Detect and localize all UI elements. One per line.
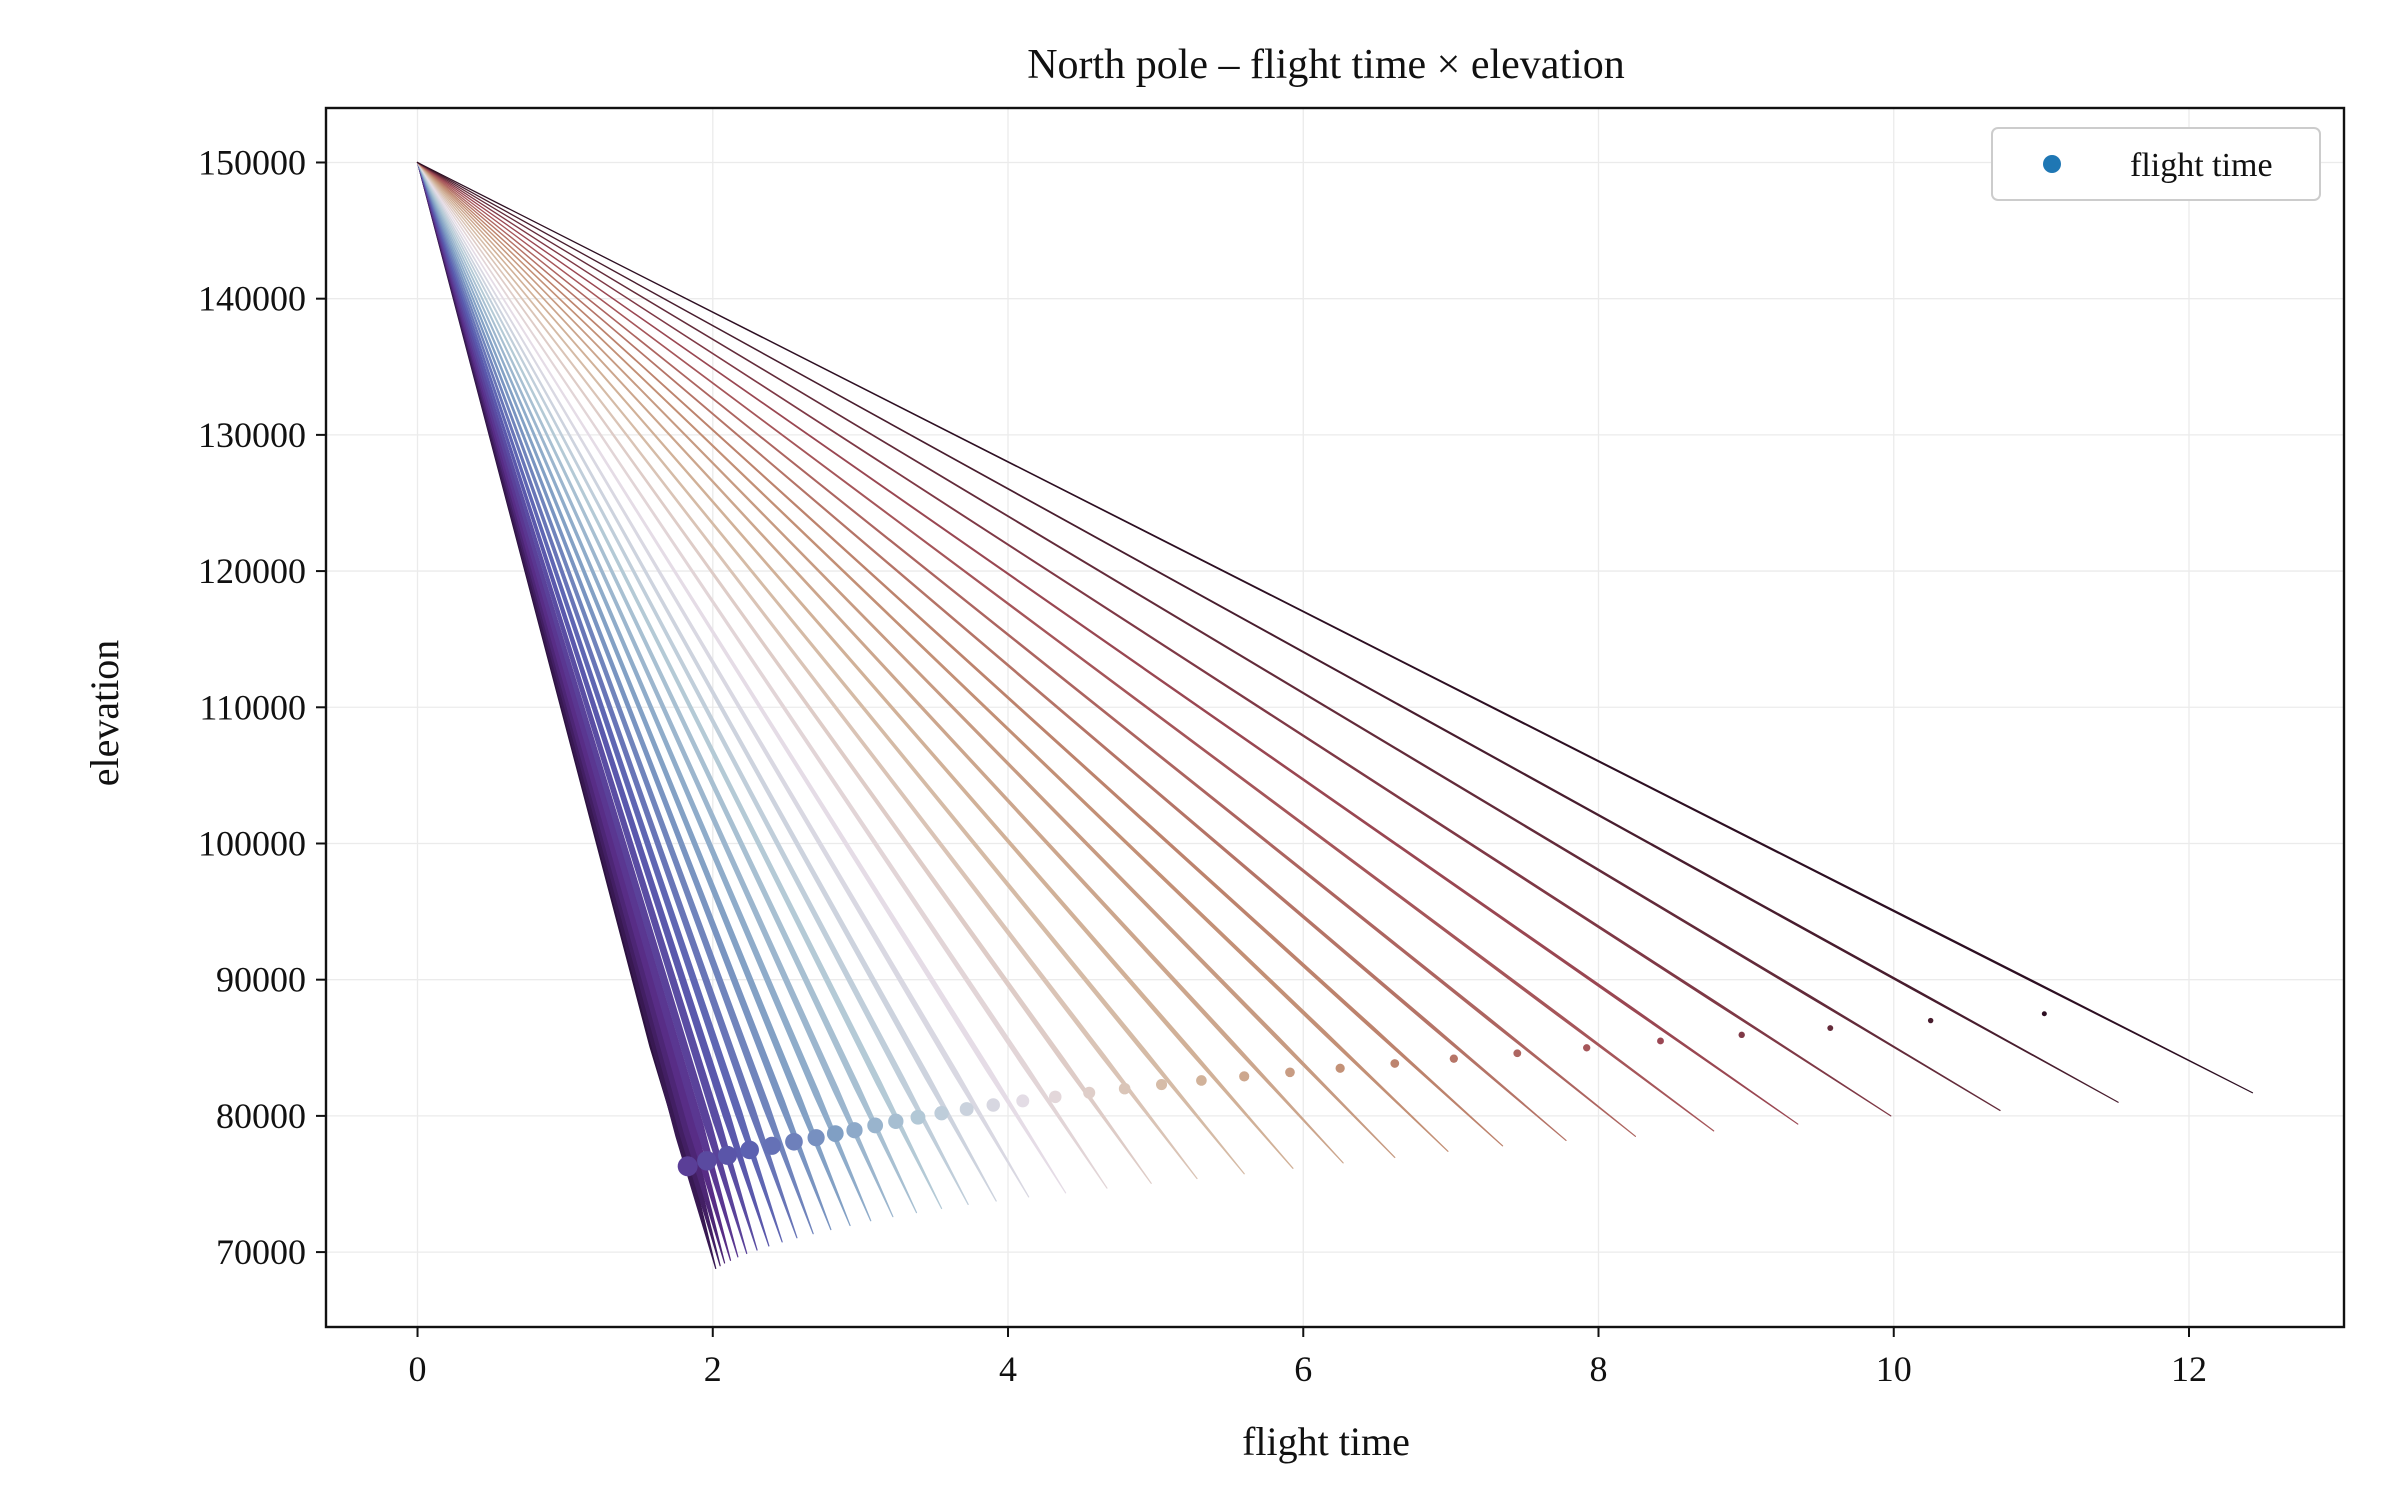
series-line <box>416 161 1715 1132</box>
flight-time-point <box>1196 1075 1207 1086</box>
series-line <box>416 161 1344 1164</box>
series-line <box>416 161 1198 1180</box>
flight-time-point <box>1449 1054 1458 1063</box>
flight-time-point <box>677 1156 698 1177</box>
series-line <box>416 161 943 1210</box>
series-line <box>416 161 1567 1141</box>
flight-time-point <box>1738 1031 1745 1039</box>
flight-time-point <box>934 1105 949 1121</box>
flight-time-point <box>888 1113 904 1129</box>
series-line <box>416 161 1245 1175</box>
flight-time-point <box>959 1102 974 1117</box>
series-line <box>416 161 969 1206</box>
series-line <box>416 161 851 1227</box>
series-line <box>416 161 1067 1194</box>
flight-time-point <box>1016 1094 1030 1108</box>
flight-time-point <box>1927 1017 1934 1024</box>
series-line <box>416 161 748 1255</box>
series-line <box>416 161 1892 1117</box>
y-tick-label: 90000 <box>216 960 306 1000</box>
flight-time-point <box>1335 1063 1345 1073</box>
x-tick-label: 6 <box>1294 1349 1312 1389</box>
series-line <box>416 161 997 1202</box>
series-line <box>416 161 2254 1094</box>
flight-time-point <box>1390 1059 1400 1068</box>
legend-label: flight time <box>2130 147 2273 184</box>
series-line <box>416 161 770 1247</box>
series-line <box>416 161 894 1218</box>
flight-time-point <box>1155 1079 1168 1091</box>
legend: flight time <box>1991 127 2321 201</box>
plot-frame <box>324 106 2346 1329</box>
flight-time-point <box>1657 1037 1664 1045</box>
flight-time-point <box>1827 1025 1834 1032</box>
flight-time-point <box>2041 1011 2047 1017</box>
series-line <box>416 161 872 1222</box>
legend-box <box>1991 127 2321 201</box>
series-line <box>416 161 1799 1125</box>
flight-time-point <box>1285 1067 1295 1078</box>
flight-time-point <box>1239 1071 1250 1082</box>
series-line <box>416 161 2119 1103</box>
x-tick-label: 10 <box>1876 1349 1912 1389</box>
series-line <box>416 161 1108 1189</box>
tick-layer: 0 2 4 6 8 10 12 70000 80000 90000 100000 110000 1200… <box>198 142 2207 1389</box>
y-tick-label: 110000 <box>199 687 306 727</box>
series-line <box>416 161 798 1239</box>
y-axis-label: elevation <box>82 640 127 787</box>
flight-time-point <box>1583 1044 1591 1052</box>
points-layer <box>677 1011 2047 1177</box>
flight-time-point <box>785 1132 803 1151</box>
series-layer <box>416 161 2254 1270</box>
flight-time-point <box>1083 1086 1096 1099</box>
x-tick-label: 8 <box>1590 1349 1608 1389</box>
flight-time-point <box>718 1145 738 1165</box>
series-line <box>416 161 739 1258</box>
x-tick-label: 0 <box>409 1349 427 1389</box>
flight-time-point <box>1118 1082 1131 1095</box>
flight-time-point <box>910 1109 926 1125</box>
series-line <box>416 161 1152 1184</box>
series-line <box>416 161 1449 1152</box>
series-line <box>416 161 758 1251</box>
y-tick-label: 100000 <box>198 823 306 863</box>
flight-time-point <box>740 1140 759 1160</box>
flight-time-point <box>1049 1090 1062 1104</box>
y-tick-label: 120000 <box>198 551 306 591</box>
series-line <box>416 161 2001 1112</box>
series-line <box>416 161 918 1214</box>
x-tick-label: 12 <box>2171 1349 2207 1389</box>
y-tick-label: 130000 <box>198 415 306 455</box>
series-line <box>416 161 1030 1198</box>
x-tick-label: 4 <box>999 1349 1017 1389</box>
series-line <box>416 161 1504 1147</box>
flight-time-point <box>1513 1049 1522 1058</box>
series-line <box>416 161 1637 1137</box>
series-line <box>416 161 1396 1159</box>
y-tick-label: 80000 <box>216 1096 306 1136</box>
y-tick-label: 70000 <box>216 1232 306 1272</box>
flight-time-point <box>867 1117 884 1134</box>
flight-time-point <box>846 1122 863 1139</box>
y-tick-label: 150000 <box>198 142 306 182</box>
series-line <box>416 161 1294 1169</box>
flight-time-point <box>807 1129 825 1147</box>
chart-title: North pole – flight time × elevation <box>1027 42 1625 88</box>
legend-marker <box>2043 155 2061 173</box>
series-line <box>416 161 783 1243</box>
series-line <box>416 161 814 1235</box>
y-tick-label: 140000 <box>198 279 306 319</box>
flight-time-point <box>762 1136 781 1155</box>
flight-time-point <box>826 1125 844 1142</box>
x-axis-label: flight time <box>1242 1419 1410 1464</box>
flight-time-point <box>986 1098 1000 1112</box>
series-line <box>416 161 832 1231</box>
x-tick-label: 2 <box>704 1349 722 1389</box>
flight-time-point <box>697 1151 717 1171</box>
